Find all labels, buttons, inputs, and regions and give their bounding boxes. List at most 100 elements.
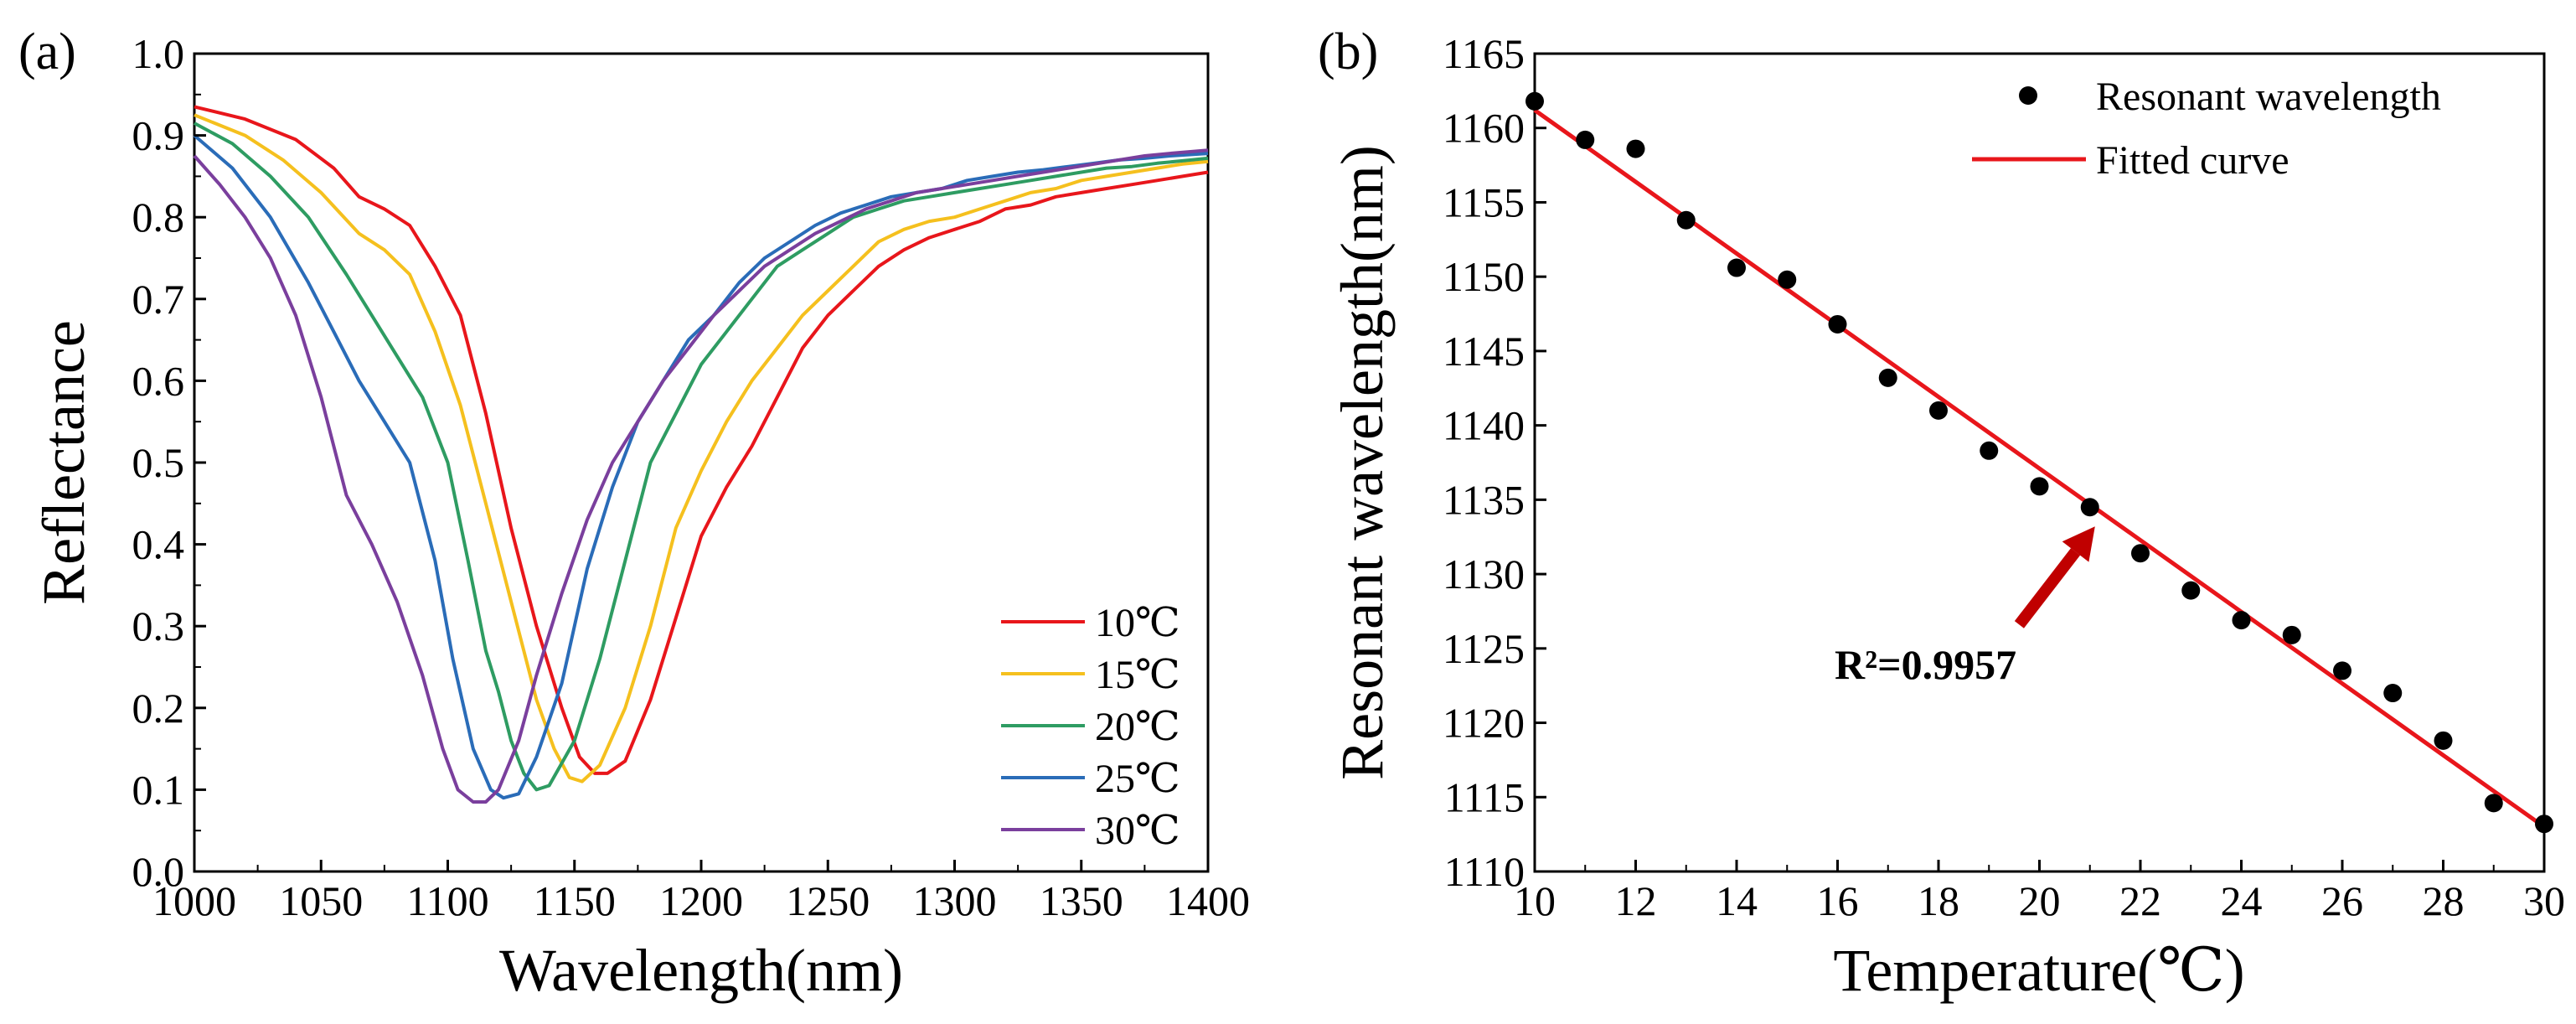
- panel-b-x-tick-label: 24: [2221, 877, 2263, 924]
- panel-b-x-tick-label: 26: [2321, 877, 2363, 924]
- panel-b-annotation-text: R²=0.9957: [1835, 641, 2016, 688]
- panel-b-x-tick-label: 12: [1615, 877, 1657, 924]
- panel-b-x-tick-label: 28: [2423, 877, 2465, 924]
- panel-b-data-point: [1778, 270, 1797, 289]
- panel-b-y-axis-label: Resonant wavelength(nm): [1329, 145, 1396, 780]
- panel-a-x-tick-label: 1150: [534, 877, 616, 924]
- panel-a-label: (a): [18, 23, 76, 80]
- panel-a-legend-label: 20℃: [1095, 705, 1180, 749]
- panel-b-data-point: [1828, 314, 1847, 334]
- panel-b-y-tick-label: 1150: [1443, 253, 1525, 300]
- panel-b-y-tick-label: 1125: [1443, 625, 1525, 672]
- panel-b-fitted-line: [1533, 108, 2546, 829]
- panel-a-y-tick-label: 0.3: [132, 603, 185, 649]
- panel-b-data-point: [1525, 91, 1544, 111]
- panel-b-x-tick-label: 10: [1514, 877, 1556, 924]
- panel-a-y-tick-label: 0.4: [132, 521, 185, 568]
- panel-b-data-point: [1576, 130, 1595, 149]
- panel-a-series-line-5: [193, 148, 1209, 804]
- panel-b-y-tick-label: 1115: [1444, 773, 1525, 820]
- panel-a-y-tick-label: 1.0: [132, 30, 185, 77]
- panel-a-x-tick-label: 1050: [279, 877, 363, 924]
- panel-a-legend-label: 15℃: [1095, 653, 1180, 697]
- panel-b-y-tick-label: 1120: [1443, 700, 1525, 747]
- panel-a-x-tick-label: 1000: [152, 877, 236, 924]
- panel-b-chart: (b) 10 12 14 16 18 20 22 24 26 28 30 1110111511201…: [1318, 23, 2565, 1004]
- panel-b-y-tick-label: 1135: [1443, 476, 1525, 523]
- panel-a-series-line-3: [194, 122, 1209, 792]
- panel-b-data-point: [1676, 210, 1696, 230]
- panel-a-x-axis-label: Wavelength(nm): [499, 937, 903, 1004]
- panel-b-annotation: R²=0.9957: [1835, 526, 2095, 688]
- panel-b-data-point: [2535, 815, 2553, 834]
- panel-b-label: (b): [1318, 23, 1378, 80]
- panel-b-data-point: [2080, 498, 2099, 517]
- panel-b-x-tick-label: 30: [2523, 877, 2565, 924]
- panel-b-data-point: [1727, 258, 1746, 277]
- panel-a-y-tick-label: 0.2: [132, 685, 185, 732]
- panel-b-x-tick-label: 18: [1918, 877, 1959, 924]
- panel-b-x-tick-label: 14: [1716, 877, 1758, 924]
- panel-b-data-point: [1626, 139, 1645, 158]
- panel-b-x-tick-label: 22: [2119, 877, 2161, 924]
- panel-a-y-tick-label: 0.5: [132, 439, 185, 486]
- panel-b-data-point: [2333, 661, 2351, 680]
- panel-a-series-line-2: [194, 113, 1209, 784]
- panel-a-series-line-1: [194, 105, 1209, 775]
- panel-a-y-tick-label: 0.9: [132, 112, 185, 159]
- panel-b-x-axis-label: Temperature(℃): [1833, 937, 2244, 1004]
- panel-a-plot-area: [193, 105, 1209, 804]
- panel-a-x-tick-label: 1100: [406, 877, 488, 924]
- panel-b-legend-marker: [2019, 86, 2037, 105]
- panel-b-data-point: [2383, 684, 2403, 703]
- panel-a-x-tick-label: 1400: [1166, 877, 1250, 924]
- panel-b-data-point: [2282, 625, 2301, 644]
- panel-b-data-point: [1929, 401, 1948, 420]
- panel-b-annotation-arrow-shaft: [2014, 548, 2081, 628]
- panel-b-y-ticks: 1110 1115 1120 1125 1130 1135 1140 1145 1150 1155…: [1443, 30, 1546, 895]
- panel-b-data-point: [2030, 477, 2049, 496]
- panel-a-y-tick-label: 0.6: [132, 357, 185, 404]
- panel-a-legend-label: 30℃: [1095, 809, 1180, 853]
- panel-b-y-tick-label: 1165: [1443, 30, 1525, 77]
- panel-a-y-tick-label: 0.1: [132, 766, 185, 813]
- panel-b-x-tick-label: 16: [1817, 877, 1859, 924]
- panel-b-x-tick-label: 20: [2019, 877, 2061, 924]
- panel-a-x-tick-label: 1200: [659, 877, 743, 924]
- panel-a-legend-label: 10℃: [1095, 601, 1180, 645]
- panel-b-plot-frame: [1533, 52, 2546, 873]
- panel-b-data-point: [2131, 544, 2150, 563]
- panel-b-annotation-arrow-head: [2062, 526, 2095, 562]
- panel-a-x-ticks: 1000 1050 1100 1150 1200 1250 1300 1350 1400: [152, 860, 1250, 924]
- panel-a-y-tick-label: 0.0: [132, 848, 185, 895]
- panel-b-data-point: [2181, 581, 2201, 600]
- panel-b-legend-label: Resonant wavelength: [2096, 75, 2441, 119]
- panel-b-legend-label: Fitted curve: [2096, 138, 2289, 183]
- panel-b-y-tick-label: 1160: [1443, 105, 1525, 152]
- panel-a-x-tick-label: 1300: [913, 877, 997, 924]
- panel-a-legend: 10℃ 15℃ 20℃ 25℃ 30℃: [1001, 601, 1180, 853]
- panel-a-y-tick-label: 0.8: [132, 194, 185, 240]
- panel-a-series-line-4: [193, 134, 1209, 800]
- panel-b-y-tick-label: 1110: [1444, 848, 1525, 895]
- panel-b-x-ticks: 10 12 14 16 18 20 22 24 26 28 30: [1514, 860, 2565, 924]
- panel-a-y-tick-label: 0.7: [132, 276, 185, 323]
- panel-b-data-point: [2434, 731, 2453, 750]
- panel-a-legend-label: 25℃: [1095, 757, 1180, 801]
- panel-b-y-tick-label: 1145: [1443, 328, 1525, 375]
- panel-b-data-point: [1980, 441, 1999, 460]
- panel-a-y-ticks: 0.0 0.1 0.2 0.3 0.4 0.5 0.6 0.7 0.8 0.9 1.0: [132, 30, 206, 895]
- panel-a-x-tick-label: 1250: [786, 877, 870, 924]
- panel-b-data-point: [2484, 794, 2503, 813]
- panel-b-y-tick-label: 1140: [1443, 402, 1525, 449]
- panel-b-plot-area: [1525, 91, 2553, 834]
- panel-a-y-axis-label: Reflectance: [30, 320, 97, 605]
- panel-b-y-tick-label: 1155: [1443, 178, 1525, 225]
- panel-b-legend: Resonant wavelength Fitted curve: [1972, 75, 2441, 183]
- panel-b-y-tick-label: 1130: [1443, 551, 1525, 597]
- panel-a-chart: (a) 1000 1050 1100 1150 1200 1250 1300 1350 1400…: [18, 23, 1250, 1004]
- panel-a-x-tick-label: 1350: [1040, 877, 1123, 924]
- panel-b-data-point: [1878, 368, 1897, 387]
- panel-b-data-point: [2232, 611, 2251, 630]
